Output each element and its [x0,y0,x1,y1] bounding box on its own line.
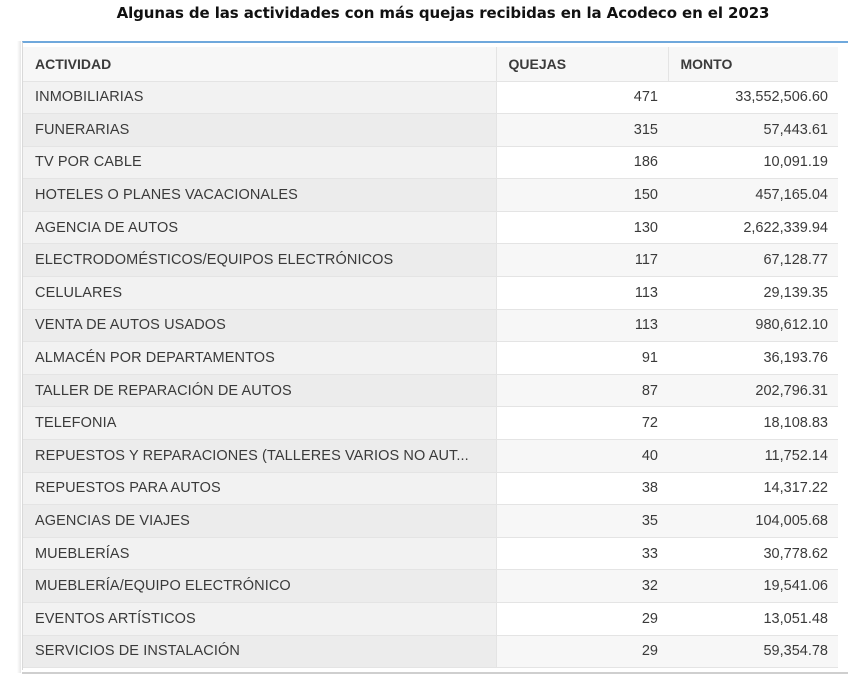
cell-monto: 36,193.76 [668,341,838,375]
cell-monto: 14,317.22 [668,472,838,506]
table-row[interactable]: AGENCIAS DE VIAJES 35 104,005.68 [23,504,838,538]
cell-actividad: CELULARES [23,276,497,310]
cell-actividad: MUEBLERÍAS [23,537,497,571]
table-row[interactable]: TELEFONIA 72 18,108.83 [23,406,838,441]
table-row[interactable]: TV POR CABLE 186 10,091.19 [23,146,838,180]
cell-actividad: AGENCIAS DE VIAJES [23,504,497,538]
cell-quejas: 29 [496,635,668,669]
table-row[interactable]: TALLER DE REPARACIÓN DE AUTOS 87 202,796.3… [23,374,838,408]
table-row[interactable]: REPUESTOS Y REPARACIONES (TALLERES VARIO… [23,439,838,473]
cell-actividad: HOTELES O PLANES VACACIONALES [23,178,497,212]
cell-monto: 29,139.35 [668,276,838,310]
table-row[interactable]: ALMACÉN POR DEPARTAMENTOS 91 36,193.76 [23,341,838,375]
cell-monto: 13,051.48 [668,602,838,636]
cell-monto: 30,778.62 [668,537,838,571]
cell-quejas: 32 [496,569,668,603]
cell-quejas: 150 [496,178,668,212]
cell-monto: 457,165.04 [668,178,838,212]
cell-quejas: 40 [496,439,668,473]
table-side-shadow [17,41,21,673]
column-header-monto[interactable]: MONTO [667,47,838,82]
table-title: Algunas de las actividades con más queja… [116,4,770,22]
cell-actividad: REPUESTOS PARA AUTOS [23,472,497,506]
cell-quejas: 87 [496,374,668,408]
cell-quejas: 38 [496,472,668,506]
table-row[interactable]: REPUESTOS PARA AUTOS 38 14,317.22 [23,472,838,506]
cell-actividad: EVENTOS ARTÍSTICOS [23,602,497,636]
cell-actividad: AGENCIA DE AUTOS [23,211,497,245]
table-row[interactable]: FUNERARIAS 315 57,443.61 [23,113,838,147]
cell-monto: 980,612.10 [668,309,838,343]
cell-monto: 59,354.78 [668,635,838,669]
cell-monto: 57,443.61 [668,113,838,147]
cell-actividad: INMOBILIARIAS [23,81,497,115]
cell-monto: 2,622,339.94 [668,211,838,245]
table-row[interactable]: MUEBLERÍA/EQUIPO ELECTRÓNICO 32 19,541.06 [23,569,838,603]
table-row[interactable]: CELULARES 113 29,139.35 [23,276,838,310]
cell-monto: 19,541.06 [668,569,838,603]
cell-monto: 202,796.31 [668,374,838,408]
cell-quejas: 117 [496,243,668,278]
cell-actividad: VENTA DE AUTOS USADOS [23,309,497,343]
cell-quejas: 186 [496,146,668,180]
cell-quejas: 113 [496,309,668,343]
cell-quejas: 29 [496,602,668,636]
cell-monto: 104,005.68 [668,504,838,538]
cell-monto: 10,091.19 [668,146,838,180]
cell-monto: 18,108.83 [668,406,838,441]
cell-quejas: 471 [496,81,668,115]
cell-quejas: 130 [496,211,668,245]
cell-actividad: ALMACÉN POR DEPARTAMENTOS [23,341,497,375]
cell-actividad: ELECTRODOMÉSTICOS/EQUIPOS ELECTRÓNICOS [23,243,497,278]
table-body: INMOBILIARIAS 471 33,552,506.60 FUNERARIAS 3… [23,81,838,669]
cell-actividad: SERVICIOS DE INSTALACIÓN [23,635,497,669]
cell-actividad: TV POR CABLE [23,146,497,180]
cell-quejas: 113 [496,276,668,310]
cell-monto: 33,552,506.60 [668,81,838,115]
cell-actividad: TALLER DE REPARACIÓN DE AUTOS [23,374,497,408]
table-row[interactable]: HOTELES O PLANES VACACIONALES 150 457,165.… [23,178,838,212]
table-row[interactable]: VENTA DE AUTOS USADOS 113 980,612.10 [23,309,838,343]
cell-quejas: 35 [496,504,668,538]
column-header-quejas[interactable]: QUEJAS [495,47,668,82]
cell-actividad: TELEFONIA [23,406,497,441]
table-row[interactable]: ELECTRODOMÉSTICOS/EQUIPOS ELECTRÓNICOS 11… [23,243,838,278]
cell-quejas: 315 [496,113,668,147]
table-header-row: ACTIVIDAD QUEJAS MONTO [23,47,838,82]
cell-quejas: 33 [496,537,668,571]
table-row[interactable]: MUEBLERÍAS 33 30,778.62 [23,537,838,571]
cell-actividad: FUNERARIAS [23,113,497,147]
table-bottom-border [22,672,848,674]
cell-quejas: 91 [496,341,668,375]
complaints-table: ACTIVIDAD QUEJAS MONTO INMOBILIARIAS 471 3… [23,47,838,669]
table-row[interactable]: INMOBILIARIAS 471 33,552,506.60 [23,81,838,115]
table-row[interactable]: SERVICIOS DE INSTALACIÓN 29 59,354.78 [23,635,838,669]
table-row[interactable]: EVENTOS ARTÍSTICOS 29 13,051.48 [23,602,838,636]
cell-monto: 67,128.77 [668,243,838,278]
cell-actividad: MUEBLERÍA/EQUIPO ELECTRÓNICO [23,569,497,603]
cell-actividad: REPUESTOS Y REPARACIONES (TALLERES VARIO… [23,439,497,473]
cell-monto: 11,752.14 [668,439,838,473]
column-header-actividad[interactable]: ACTIVIDAD [23,47,496,82]
cell-quejas: 72 [496,406,668,441]
complaints-table-frame: ACTIVIDAD QUEJAS MONTO INMOBILIARIAS 471 3… [22,41,848,670]
table-row[interactable]: AGENCIA DE AUTOS 130 2,622,339.94 [23,211,838,245]
